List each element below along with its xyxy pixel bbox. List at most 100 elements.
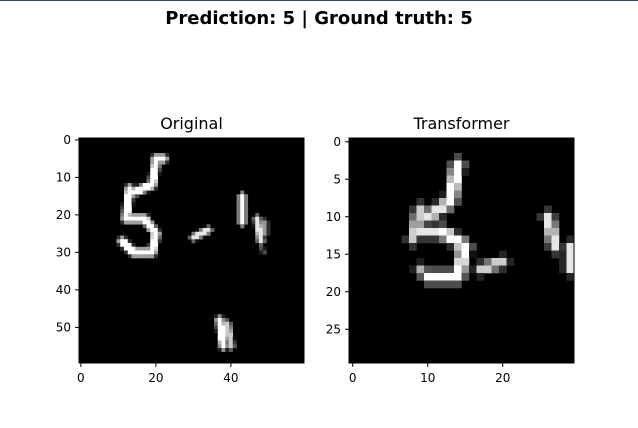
image-pixel (416, 205, 425, 214)
image-pixel (499, 258, 507, 266)
image-pixel (431, 205, 440, 214)
image-pixel (146, 254, 151, 259)
image-pixel (416, 258, 425, 266)
image-pixel (259, 220, 264, 225)
image-pixel (120, 243, 125, 248)
image-pixel (221, 340, 226, 345)
image-pixel (195, 239, 200, 244)
image-pixel (150, 243, 155, 248)
image-pixel (424, 235, 432, 244)
image-pixel (446, 160, 455, 169)
image-pixel (217, 318, 222, 323)
image-pixel (259, 246, 264, 251)
y-tick-label: 0 (333, 135, 341, 149)
image-pixel (439, 198, 447, 206)
image-pixel (266, 231, 271, 236)
image-pixel (551, 220, 560, 229)
image-pixel (225, 318, 230, 323)
image-pixel (244, 198, 249, 203)
image-pixel (154, 254, 159, 259)
image-pixel (229, 344, 234, 349)
image-pixel (225, 333, 230, 338)
image-pixel (127, 190, 132, 195)
image-pixel (259, 224, 264, 229)
image-pixel (454, 198, 462, 206)
image-pixel (566, 243, 575, 251)
image-pixel (146, 179, 151, 184)
image-pixel (120, 205, 125, 210)
image-pixel (461, 243, 470, 251)
image-pixel (491, 265, 500, 274)
image-pixel (566, 273, 575, 281)
image-pixel (124, 201, 129, 206)
image-pixel (262, 239, 267, 244)
image-pixel (161, 156, 166, 161)
image-pixel (124, 186, 129, 191)
image-pixel (157, 153, 162, 158)
image-pixel (236, 216, 241, 221)
y-tick-label: 15 (326, 247, 341, 261)
image-pixel (439, 265, 447, 274)
image-pixel (244, 205, 249, 210)
image-pixel (240, 216, 245, 221)
image-pixel (120, 239, 125, 244)
image-pixel (259, 216, 264, 221)
image-pixel (255, 228, 260, 233)
image-pixel (259, 235, 264, 240)
image-pixel (544, 235, 552, 244)
image-pixel (424, 228, 432, 236)
image-pixel (431, 235, 440, 244)
image-pixel (214, 314, 219, 319)
image-pixel (461, 273, 470, 281)
transformer-axes-frame (348, 137, 575, 364)
image-pixel (259, 228, 264, 233)
image-pixel (454, 265, 462, 274)
image-pixel (221, 336, 226, 341)
image-pixel (146, 183, 151, 188)
image-pixel (165, 156, 170, 161)
image-pixel (409, 205, 417, 214)
image-pixel (262, 224, 267, 229)
image-pixel (124, 198, 129, 203)
image-pixel (150, 168, 155, 173)
image-pixel (232, 344, 237, 349)
image-pixel (150, 153, 155, 158)
image-pixel (157, 156, 162, 161)
image-pixel (120, 213, 125, 218)
image-pixel (259, 243, 264, 248)
image-pixel (139, 220, 144, 225)
image-pixel (221, 318, 226, 323)
image-pixel (266, 224, 271, 229)
y-tick-label: 50 (56, 320, 71, 334)
image-pixel (240, 224, 245, 229)
image-pixel (454, 190, 462, 199)
image-pixel (127, 254, 132, 259)
image-pixel (262, 246, 267, 251)
image-pixel (446, 235, 455, 244)
image-pixel (454, 273, 462, 281)
original-title: Original (160, 114, 223, 133)
image-pixel (154, 156, 159, 161)
image-pixel (127, 198, 132, 203)
image-pixel (139, 216, 144, 221)
image-pixel (146, 213, 151, 218)
image-pixel (142, 246, 147, 251)
image-pixel (195, 231, 200, 236)
image-pixel (120, 220, 125, 225)
image-pixel (195, 235, 200, 240)
image-pixel (544, 243, 552, 251)
image-pixel (454, 280, 462, 289)
image-pixel (409, 235, 417, 244)
image-pixel (225, 348, 230, 353)
image-pixel (142, 213, 147, 218)
x-tick-label: 40 (223, 371, 238, 385)
image-pixel (154, 168, 159, 173)
image-pixel (150, 164, 155, 169)
image-pixel (214, 329, 219, 334)
x-tick-label: 10 (420, 371, 435, 385)
image-pixel (255, 216, 260, 221)
image-pixel (439, 235, 447, 244)
image-pixel (142, 186, 147, 191)
image-pixel (135, 194, 140, 199)
image-pixel (135, 186, 140, 191)
